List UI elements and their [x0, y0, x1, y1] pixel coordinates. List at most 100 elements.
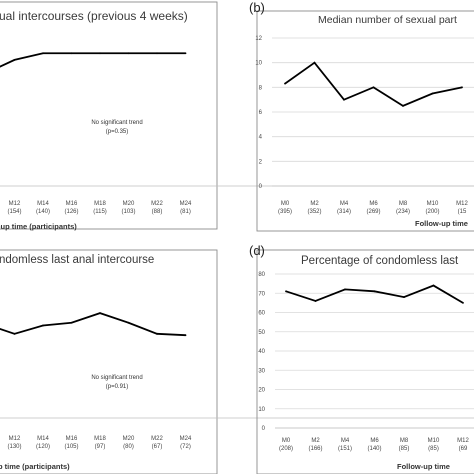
x-tick-label-c-5: M20 — [123, 436, 135, 442]
x-tick-label-c-1: M12 — [9, 436, 21, 442]
data-point-c-2 — [42, 324, 44, 327]
series-line-d-0 — [285, 284, 464, 304]
x-tick-label-a-2: M14 — [37, 201, 49, 207]
x-tick-label-b-0: M0 — [281, 201, 290, 207]
x-count-label-c-6: (67) — [152, 444, 163, 450]
panel-c-annotation-2: (p=0.91) — [106, 384, 129, 390]
x-tick-label-d-2: M4 — [341, 438, 350, 444]
x-count-label-d-3: (140) — [367, 446, 381, 452]
panel-c: ndomless last anal intercourse M10157)M1… — [0, 249, 474, 474]
x-tick-label-b-4: M8 — [399, 201, 408, 207]
x-tick-label-a-1: M12 — [9, 201, 21, 207]
x-count-label-d-2: (151) — [338, 446, 352, 452]
panel-b-plot: 0 2 4 6 8 10 12 M0 (395) M2 (352) M4 (314) M6 (269) M8 (… — [255, 36, 474, 215]
y-tick-label-d-5: 50 — [258, 330, 265, 336]
x-tick-label-a-4: M18 — [94, 201, 106, 207]
x-count-label-d-1: (166) — [308, 446, 322, 452]
y-tick-label-d-1: 10 — [258, 407, 265, 413]
panel-d-plot: 0 10 20 30 40 50 60 70 80 M0 (208) M2 (166) M4 (151) M6… — [258, 272, 474, 452]
panel-d-xlabel: Follow-up time — [397, 462, 450, 471]
panel-a-annotation-1: No significant trend — [91, 120, 142, 126]
x-count-label-d-6: (69 — [459, 446, 468, 452]
y-tick-label-d-6: 60 — [258, 311, 265, 317]
x-tick-label-a-7: M24 — [180, 201, 192, 207]
panel-b-xlabel: Follow-up time — [415, 219, 468, 228]
x-count-label-b-0: (395) — [278, 209, 292, 215]
panel-d-letter: (d) — [249, 243, 265, 258]
x-tick-label-b-5: M10 — [427, 201, 439, 207]
x-count-label-b-6: (15 — [458, 209, 467, 215]
x-count-label-c-4: (97) — [95, 444, 106, 450]
data-point-d-0 — [285, 290, 287, 293]
panel-a: ual intercourses (previous 4 weeks) M10 M… — [0, 1, 474, 231]
panel-a-annotation-2: (p=0.35) — [106, 129, 129, 135]
data-point-d-1 — [314, 300, 317, 302]
x-tick-label-d-6: M12 — [457, 438, 469, 444]
y-tick-label-d-7: 70 — [258, 291, 265, 297]
x-count-label-b-2: (314) — [337, 209, 351, 215]
x-count-label-a-7: (81) — [180, 209, 191, 215]
data-point-c-7 — [184, 334, 187, 337]
data-point-b-1 — [313, 61, 316, 64]
y-tick-label-d-2: 20 — [258, 388, 265, 394]
x-tick-label-d-4: M8 — [400, 438, 409, 444]
panel-b-frame — [256, 10, 474, 232]
x-tick-label-d-0: M0 — [282, 438, 291, 444]
x-tick-label-a-5: M20 — [123, 201, 135, 207]
series-line-c-0 — [0, 312, 186, 337]
panel-b-letter: (b) — [249, 0, 265, 15]
data-point-b-5 — [431, 92, 434, 95]
x-count-label-a-5: (103) — [121, 209, 135, 215]
data-point-c-5 — [127, 321, 130, 324]
data-point-a-1 — [13, 59, 16, 61]
panel-d: (d) Percentage of condomless last 0 10 20 3… — [249, 243, 474, 474]
panel-c-xlabel: p time (participants) — [0, 462, 70, 471]
y-tick-label-b-3: 6 — [259, 110, 263, 116]
panel-b-title: Median number of sexual part — [318, 14, 457, 26]
data-point-a-2 — [42, 52, 44, 55]
x-tick-label-a-3: M16 — [66, 201, 78, 207]
x-count-label-c-3: (105) — [64, 444, 78, 450]
data-point-d-2 — [344, 288, 346, 291]
x-count-label-a-2: (140) — [36, 209, 50, 215]
x-count-label-b-5: (200) — [425, 209, 439, 215]
series-line-b-0 — [284, 61, 463, 107]
x-count-label-b-3: (269) — [366, 209, 380, 215]
x-count-label-b-1: (352) — [307, 209, 321, 215]
panel-c-plot: M10157)M12(130)M14(120)M16(105)M18(97)M2… — [0, 312, 474, 450]
data-point-c-1 — [13, 332, 16, 335]
x-tick-label-d-5: M10 — [428, 438, 440, 444]
data-point-d-3 — [373, 290, 376, 293]
panel-a-frame — [0, 1, 218, 230]
x-tick-label-d-3: M6 — [370, 438, 379, 444]
x-count-label-d-0: (208) — [279, 446, 293, 452]
y-tick-label-d-0: 0 — [262, 426, 266, 432]
data-point-d-5 — [432, 284, 435, 287]
y-tick-label-d-8: 80 — [258, 272, 265, 278]
x-tick-label-a-6: M22 — [151, 201, 163, 207]
x-tick-label-c-7: M24 — [180, 436, 192, 442]
y-tick-label-b-6: 12 — [255, 36, 262, 42]
y-tick-label-d-4: 40 — [258, 349, 265, 355]
x-tick-label-b-3: M6 — [369, 201, 378, 207]
x-tick-label-b-1: M2 — [310, 201, 319, 207]
x-tick-label-b-2: M4 — [340, 201, 349, 207]
data-point-b-2 — [343, 98, 345, 101]
x-count-label-b-4: (234) — [396, 209, 410, 215]
data-point-a-6 — [156, 52, 158, 55]
x-tick-label-c-6: M22 — [151, 436, 163, 442]
x-count-label-a-4: (115) — [93, 209, 107, 215]
y-tick-label-b-5: 10 — [255, 61, 262, 67]
data-point-a-7 — [184, 52, 187, 55]
x-count-label-d-5: (85) — [428, 446, 439, 452]
x-tick-label-b-6: M12 — [456, 201, 468, 207]
data-point-d-6 — [462, 301, 464, 304]
x-count-label-c-5: (80) — [123, 444, 134, 450]
y-tick-label-b-4: 8 — [259, 85, 263, 91]
data-point-a-3 — [70, 52, 73, 55]
x-count-label-a-6: (88) — [152, 209, 163, 215]
x-tick-label-c-3: M16 — [66, 436, 78, 442]
data-point-b-3 — [372, 86, 375, 89]
y-tick-label-b-1: 2 — [259, 159, 263, 165]
panel-c-annotation-1: No significant trend — [91, 375, 142, 381]
